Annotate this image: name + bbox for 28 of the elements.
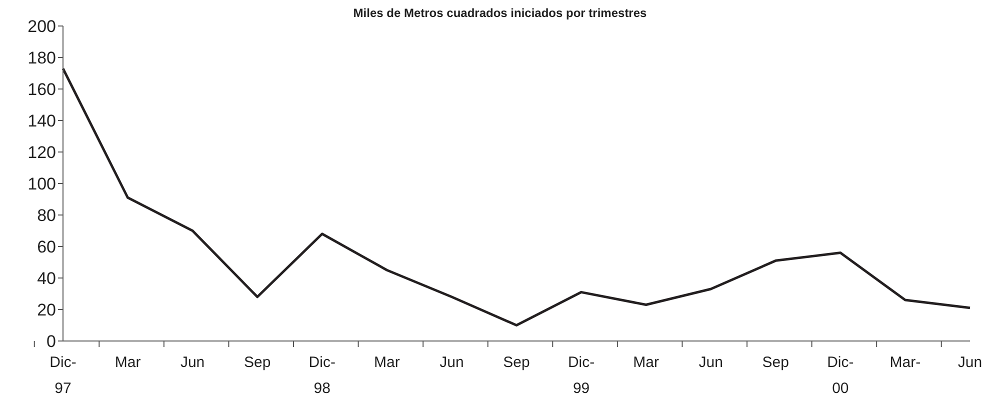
x-tick-label: Mar xyxy=(114,354,141,371)
x-tick-label: Dic-00 xyxy=(827,354,854,397)
x-tick-label: Jun xyxy=(180,354,205,371)
x-tick-label: Mar xyxy=(374,354,400,371)
y-tick-label: 120 xyxy=(28,143,56,162)
x-tick-label: Mar- xyxy=(890,354,921,371)
y-tick-label: 0 xyxy=(46,332,56,352)
x-tick-label: Sep xyxy=(503,354,530,371)
y-tick-label: 180 xyxy=(28,48,56,68)
x-tick-label: Dic-97 xyxy=(50,354,76,397)
x-tick-label: Mar xyxy=(633,354,659,371)
y-tick-label: 160 xyxy=(28,80,56,100)
x-tick-label: Jun xyxy=(440,354,464,371)
chart-title: Miles de Metros cuadrados iniciados por trimestres xyxy=(353,6,647,20)
y-tick-label: 200 xyxy=(28,17,56,36)
y-tick-label: 40 xyxy=(37,269,56,288)
line-series xyxy=(62,67,972,326)
x-tick-label: Dic-98 xyxy=(308,354,336,397)
y-tick-label: 80 xyxy=(37,206,56,226)
y-tick-label: 60 xyxy=(37,238,56,257)
x-tick-label: Sep xyxy=(244,354,271,371)
x-tick-label: Sep xyxy=(762,354,789,371)
x-tick-label: Jun xyxy=(958,354,982,371)
y-tick-label: 100 xyxy=(28,174,56,194)
y-tick-label: 140 xyxy=(28,112,56,131)
x-tick-label: Dic-99 xyxy=(568,354,595,397)
y-tick-label: 20 xyxy=(37,300,56,320)
x-tick-label: Jun xyxy=(698,354,723,371)
